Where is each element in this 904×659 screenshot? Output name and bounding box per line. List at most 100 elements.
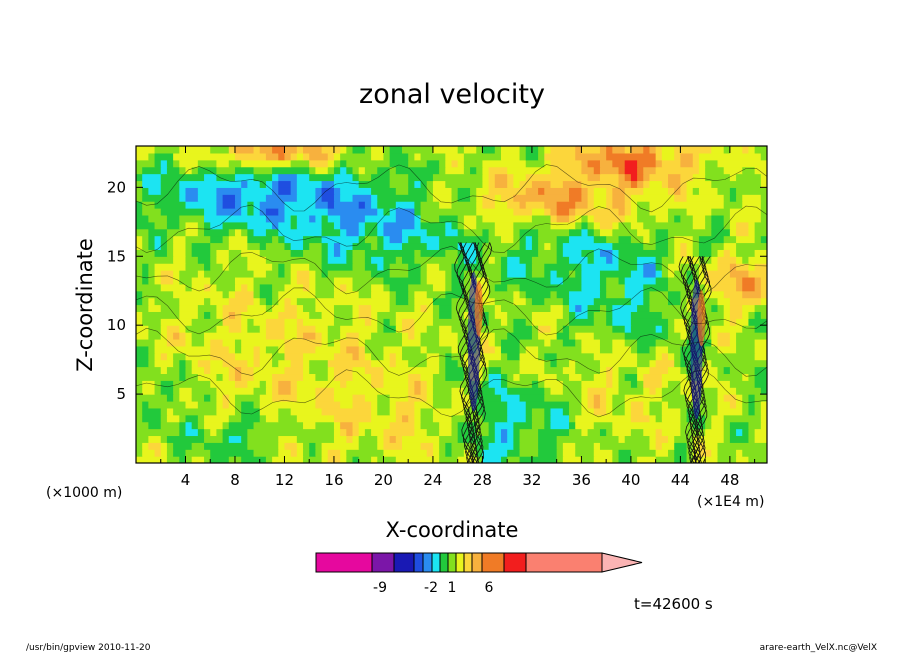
heat-cell (309, 242, 323, 250)
heat-cell (309, 283, 317, 292)
heat-cell (179, 187, 187, 195)
heat-cell (593, 187, 607, 195)
heat-cell (556, 318, 570, 326)
heat-cell (729, 146, 743, 154)
heat-cell (142, 173, 162, 182)
heat-cell (395, 166, 440, 175)
heat-cell (197, 311, 205, 319)
heat-cell (476, 407, 508, 416)
heat-cell (148, 359, 156, 368)
heat-cell (185, 325, 218, 333)
heat-cell (265, 214, 286, 223)
heat-cell (420, 249, 446, 257)
heat-cell (160, 421, 180, 430)
heat-cell (544, 146, 552, 154)
heat-cell (148, 325, 162, 333)
heat-cell (383, 325, 397, 333)
heat-cell (364, 201, 372, 209)
footer-left: /usr/bin/gpview 2010-11-20 (26, 643, 151, 653)
heat-cell (451, 387, 465, 395)
heat-cell (284, 242, 292, 250)
heat-cell (463, 249, 477, 257)
heat-cell (241, 187, 273, 195)
heat-cell (426, 270, 446, 278)
heat-cell (352, 456, 360, 463)
heat-cell (136, 276, 143, 285)
heat-cell (204, 208, 218, 216)
heat-cell (148, 235, 156, 244)
heat-cell (136, 373, 180, 381)
heat-cell (216, 208, 242, 216)
heat-cell (296, 276, 310, 285)
heat-cell (736, 173, 762, 182)
heat-cell (185, 187, 199, 195)
heat-cell (476, 166, 484, 175)
heat-cell (426, 449, 434, 457)
heat-cell (402, 256, 415, 264)
heat-cell (296, 394, 316, 402)
heat-cell (569, 414, 576, 423)
heat-cell (148, 332, 162, 340)
heat-cell (303, 283, 310, 292)
heat-cell (476, 221, 496, 230)
heat-cell (364, 366, 385, 375)
heat-cell (315, 290, 335, 299)
heat-cell (346, 228, 360, 237)
heat-cell (463, 373, 471, 381)
heat-cell (395, 201, 415, 209)
heat-cell (668, 180, 681, 188)
heat-cell (321, 187, 335, 195)
heat-cell (606, 394, 613, 402)
heat-cell (408, 297, 415, 306)
heat-cell (606, 152, 657, 161)
heat-cell (445, 449, 453, 457)
heat-cell (760, 400, 767, 409)
heat-cell (228, 345, 236, 354)
heat-cell (482, 194, 496, 202)
heat-cell (612, 159, 626, 168)
heat-cell (637, 228, 651, 237)
heat-cell (371, 304, 391, 312)
heat-cell (420, 235, 440, 244)
heat-cell (686, 276, 694, 285)
heat-cell (296, 318, 304, 326)
heat-cell (278, 442, 286, 450)
heat-cell (507, 352, 521, 361)
heat-cell (562, 380, 583, 388)
heat-cell (173, 159, 180, 168)
heat-cell (500, 270, 508, 278)
colorbar-segment (393, 552, 415, 573)
heat-cell (513, 194, 570, 202)
heat-cell (154, 338, 168, 347)
heat-cell (166, 338, 187, 347)
heat-cell (643, 407, 651, 416)
heat-cell (154, 263, 187, 271)
heat-cell (315, 270, 323, 278)
heat-cell (309, 159, 329, 168)
heat-cell (321, 235, 360, 244)
heat-cell (265, 332, 286, 340)
heat-cell (736, 235, 756, 244)
heat-cell (136, 201, 143, 209)
heat-cell (432, 407, 465, 416)
heat-cell (303, 373, 316, 381)
heat-cell (136, 146, 156, 154)
heat-cell (637, 373, 644, 381)
heat-cell (228, 159, 242, 168)
heat-cell (136, 221, 156, 230)
heat-cell (630, 380, 638, 388)
heat-cell (729, 208, 762, 216)
heat-cell (395, 208, 415, 216)
heat-cell (674, 449, 688, 457)
heat-cell (222, 235, 230, 244)
heat-cell (148, 214, 168, 223)
heat-cell (296, 187, 316, 195)
heat-cell (259, 394, 273, 402)
heat-cell (736, 194, 743, 202)
heat-cell (265, 304, 273, 312)
heat-cell (556, 235, 570, 244)
heat-cell (377, 194, 428, 202)
heat-cell (340, 338, 360, 347)
heat-cell (655, 428, 663, 437)
heat-cell (674, 187, 681, 195)
